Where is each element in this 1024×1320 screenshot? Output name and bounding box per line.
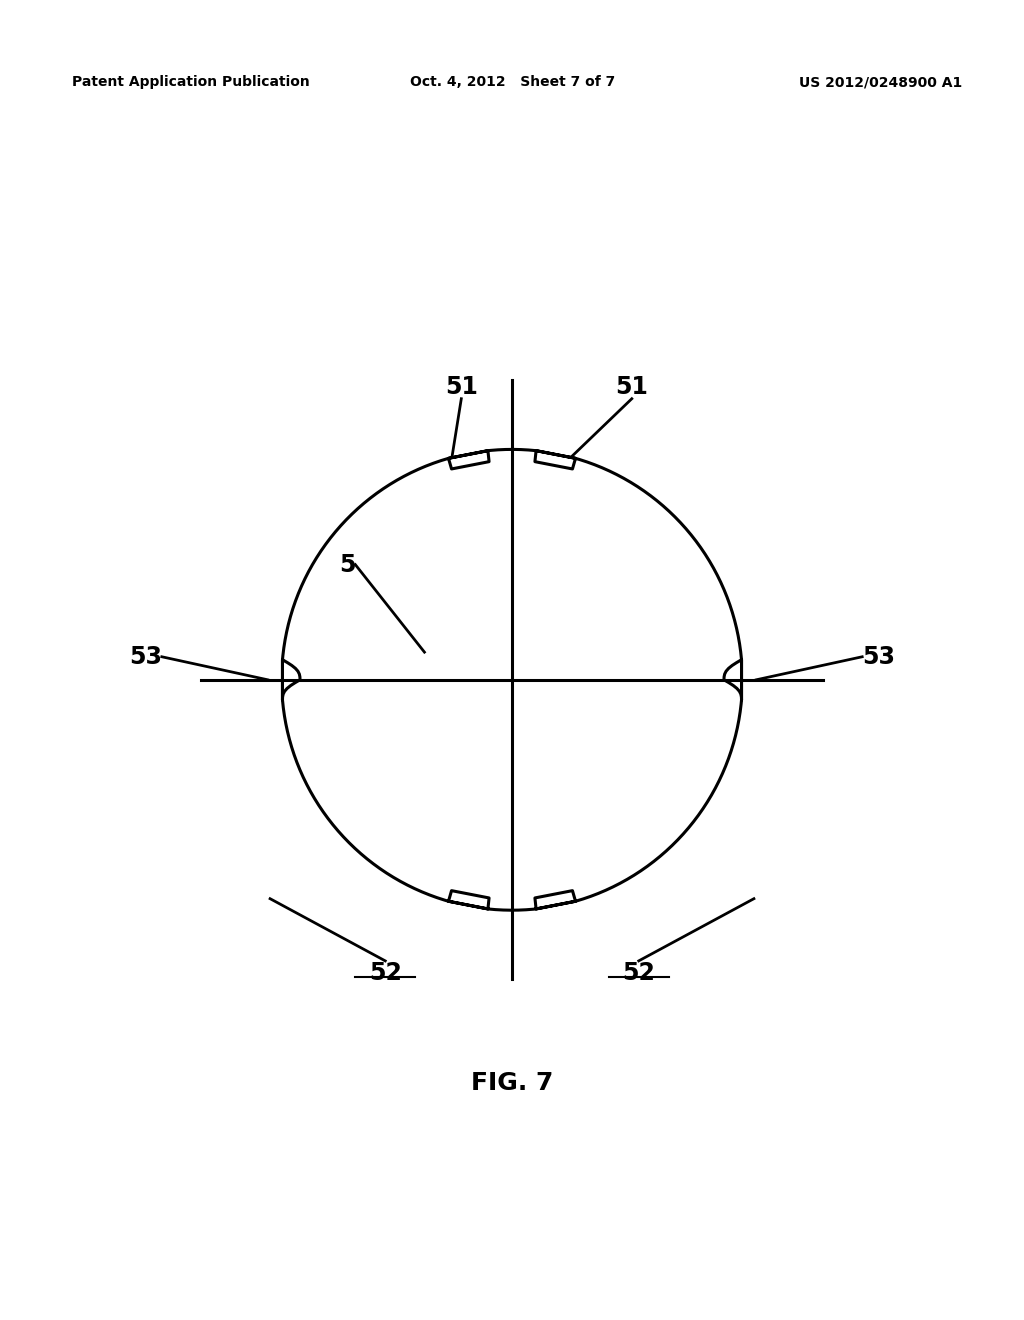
- Text: US 2012/0248900 A1: US 2012/0248900 A1: [799, 75, 962, 90]
- Text: Patent Application Publication: Patent Application Publication: [72, 75, 309, 90]
- Text: 51: 51: [444, 375, 478, 399]
- Text: 5: 5: [339, 553, 355, 577]
- Text: FIG. 7: FIG. 7: [471, 1071, 553, 1096]
- Text: 52: 52: [623, 961, 655, 985]
- Text: 53: 53: [129, 644, 162, 669]
- Text: Oct. 4, 2012   Sheet 7 of 7: Oct. 4, 2012 Sheet 7 of 7: [410, 75, 614, 90]
- Text: 53: 53: [862, 644, 895, 669]
- Text: 52: 52: [369, 961, 401, 985]
- Text: 51: 51: [615, 375, 648, 399]
